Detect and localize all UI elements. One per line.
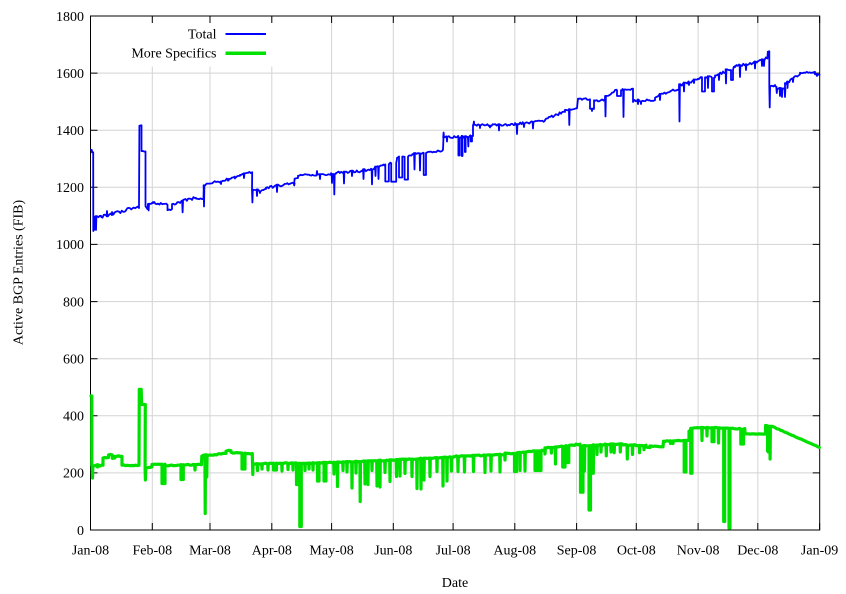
svg-text:Mar-08: Mar-08 (189, 544, 231, 559)
svg-text:Aug-08: Aug-08 (493, 544, 536, 559)
svg-text:Date: Date (442, 576, 468, 591)
svg-text:More Specifics: More Specifics (131, 47, 216, 62)
svg-text:May-08: May-08 (309, 544, 353, 559)
svg-text:Apr-08: Apr-08 (252, 544, 292, 559)
svg-text:0: 0 (77, 524, 84, 539)
svg-text:Jan-08: Jan-08 (72, 544, 109, 559)
svg-text:Jun-08: Jun-08 (374, 544, 412, 559)
svg-text:1400: 1400 (56, 124, 84, 139)
svg-text:Sep-08: Sep-08 (557, 544, 597, 559)
svg-text:Dec-08: Dec-08 (737, 544, 778, 559)
svg-text:Oct-08: Oct-08 (617, 544, 656, 559)
svg-text:Total: Total (188, 28, 217, 43)
svg-text:Jul-08: Jul-08 (436, 544, 471, 559)
svg-text:Active BGP Entries (FIB): Active BGP Entries (FIB) (12, 200, 27, 346)
svg-text:1600: 1600 (56, 67, 84, 82)
svg-text:1000: 1000 (56, 238, 84, 253)
svg-text:Feb-08: Feb-08 (132, 544, 172, 559)
svg-text:800: 800 (63, 295, 84, 310)
svg-text:1800: 1800 (56, 10, 84, 25)
svg-text:200: 200 (63, 467, 84, 482)
svg-text:Jan-09: Jan-09 (801, 544, 838, 559)
svg-text:1200: 1200 (56, 181, 84, 196)
svg-text:400: 400 (63, 410, 84, 425)
svg-text:Nov-08: Nov-08 (677, 544, 720, 559)
svg-text:600: 600 (63, 353, 84, 368)
